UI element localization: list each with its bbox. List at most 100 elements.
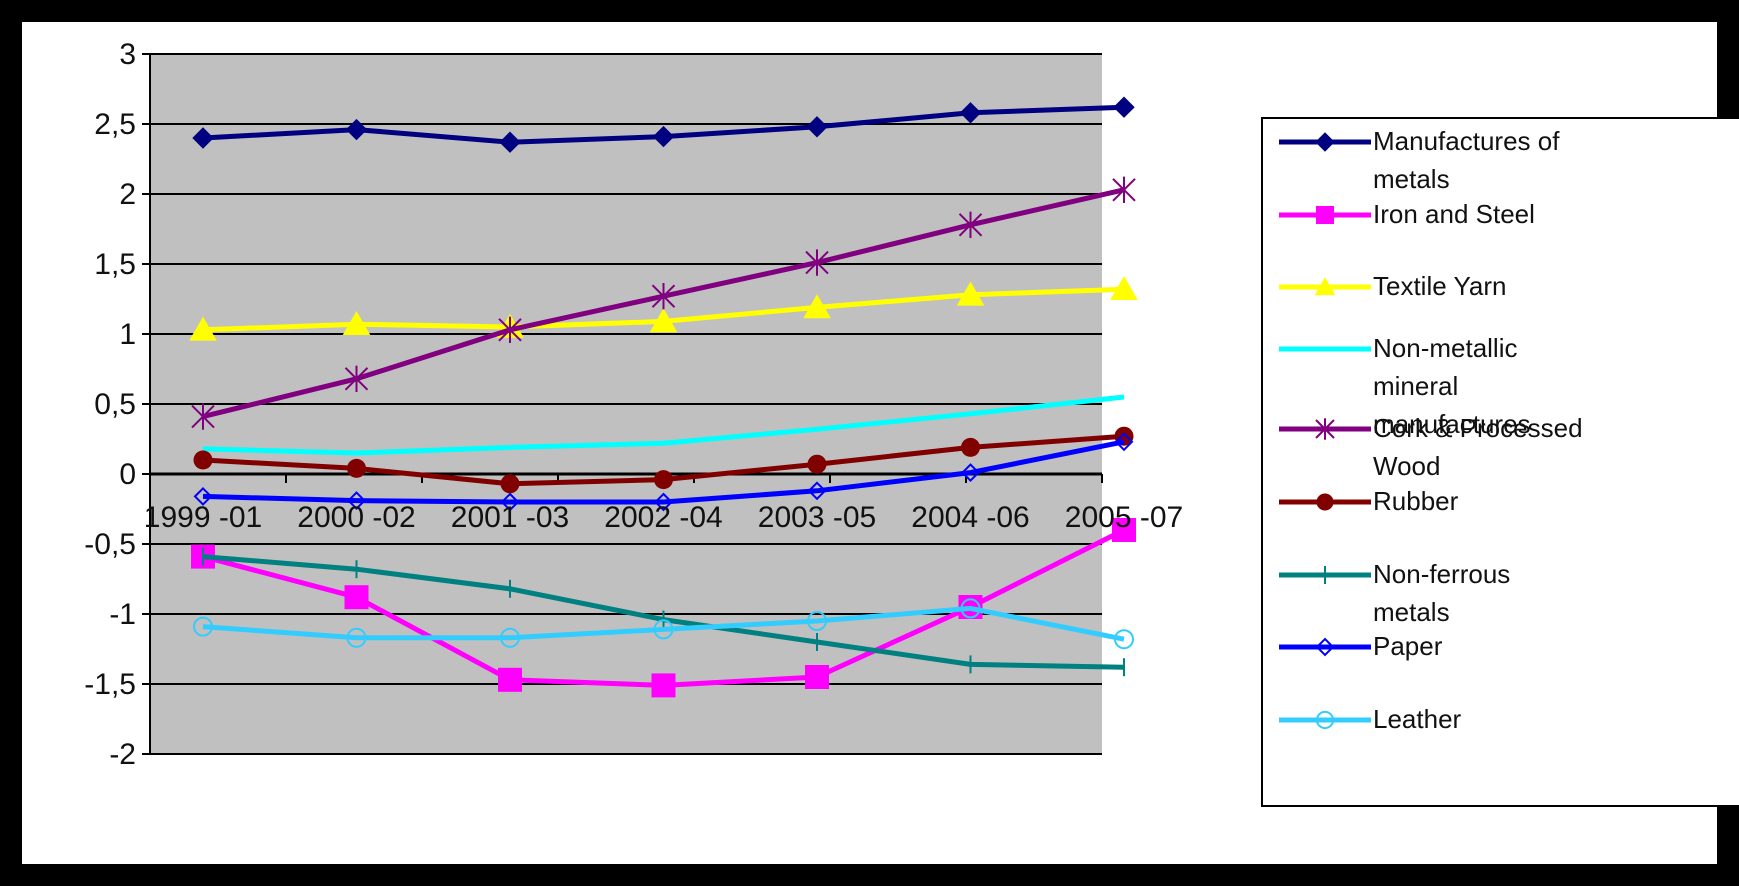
legend-item: Rubber [1263, 482, 1739, 522]
legend-swatch [1279, 277, 1371, 296]
data-point [344, 585, 369, 610]
legend-item: Non-metallic mineral manufactures [1263, 329, 1739, 439]
y-tick-label: 0,5 [94, 388, 136, 421]
series-paper [193, 432, 1134, 512]
legend-item: Paper [1263, 627, 1739, 667]
legend-item: Manufactures of metals [1263, 122, 1739, 194]
data-point [807, 454, 827, 474]
data-point [1110, 276, 1138, 300]
data-point [498, 667, 522, 692]
series-rubber [193, 426, 1134, 494]
data-point [652, 125, 675, 148]
data-point [653, 619, 674, 640]
series-non-metallic-mineral-manufactures [202, 394, 1125, 456]
legend-item: Textile Yarn [1263, 267, 1739, 307]
x-tick-label: 2004 -06 [911, 501, 1029, 534]
y-tick-label: 2,5 [94, 108, 136, 141]
data-point [805, 249, 829, 276]
data-point [1112, 176, 1136, 203]
data-point [1114, 432, 1134, 452]
data-point [193, 450, 213, 470]
legend-label: Leather [1373, 704, 1462, 734]
data-point [651, 283, 676, 310]
data-point [961, 463, 980, 483]
x-tick-label: 2003 -05 [758, 501, 876, 534]
data-point [654, 470, 673, 490]
data-point [649, 308, 678, 333]
legend-label: Iron and Steel [1373, 199, 1535, 229]
y-tick-label: -1,5 [84, 668, 136, 701]
data-point [1112, 518, 1136, 542]
data-point [805, 665, 829, 689]
data-point [958, 211, 983, 238]
y-tick-label: -2 [109, 738, 136, 771]
legend-swatch [1279, 637, 1371, 657]
data-point [499, 131, 521, 153]
line-chart: 3 2,5 2 1,5 1 0,5 0 -0,5 -1 -1,5 -2 1999 -01 2000 -0… [84, 38, 1183, 771]
legend-label: Textile Yarn [1373, 271, 1507, 301]
data-point [1315, 637, 1335, 657]
legend-item: Non-ferrous metals [1263, 555, 1739, 627]
x-tick-label: 2002 -04 [604, 501, 722, 534]
legend: Manufactures of metals Iron and Steel Text… [1261, 117, 1739, 807]
data-point [189, 316, 217, 341]
data-point [961, 437, 980, 457]
y-tick-label: 1,5 [94, 248, 136, 281]
legend-swatch [1279, 566, 1371, 584]
legend-swatch [1279, 493, 1371, 511]
legend-label: Rubber [1373, 486, 1459, 516]
legend-swatch [1279, 346, 1371, 352]
data-point [1113, 96, 1135, 118]
legend-item: Leather [1263, 700, 1739, 740]
x-tick-label: 2000 -02 [297, 501, 415, 534]
data-point [344, 365, 369, 392]
data-point [1315, 418, 1335, 440]
y-tick-label: 0 [119, 458, 136, 491]
legend-swatch [1279, 418, 1371, 440]
data-point [651, 673, 676, 698]
series-line [202, 439, 1125, 505]
data-point [959, 102, 982, 124]
data-point [346, 627, 367, 648]
x-tick-label: 2001 -03 [451, 501, 569, 534]
data-point [500, 474, 520, 494]
series-leather [193, 598, 1134, 650]
data-point [192, 127, 214, 149]
data-point [500, 492, 520, 512]
legend-label: Non-metallic mineral manufactures [1373, 333, 1531, 439]
y-tick-label: 1 [119, 318, 136, 351]
data-point [956, 281, 985, 306]
y-tick-label: -0,5 [84, 528, 136, 561]
legend-label: Cork & Processed Wood [1373, 413, 1583, 481]
y-tick-label: -1 [109, 598, 136, 631]
legend-item: Cork & Processed Wood [1263, 409, 1739, 481]
legend-swatch [1279, 206, 1371, 224]
y-tick-label: 2 [119, 178, 136, 211]
data-point [654, 492, 673, 512]
data-point [1315, 710, 1335, 730]
series-manufactures-of-metals [192, 96, 1135, 153]
legend-swatch [1279, 132, 1371, 152]
chart-frame: 3 2,5 2 1,5 1 0,5 0 -0,5 -1 -1,5 -2 1999 -01 2000 -0… [22, 22, 1739, 864]
x-tick-label: 1999 -01 [144, 501, 262, 534]
series-line [202, 394, 1125, 456]
legend-label: Manufactures of metals [1373, 126, 1560, 194]
data-point [342, 311, 371, 335]
y-tick-label: 3 [119, 38, 136, 71]
data-point [807, 611, 827, 631]
data-point [803, 294, 831, 319]
data-point [1314, 277, 1336, 296]
x-tick-label: 2005 -07 [1065, 501, 1183, 534]
data-point [193, 486, 213, 506]
data-point [1316, 493, 1334, 511]
series-cork-processed-wood [191, 176, 1136, 430]
data-point [1315, 132, 1335, 152]
data-point [345, 118, 368, 141]
series-line [202, 605, 1125, 642]
data-point [193, 616, 213, 637]
data-point [191, 403, 215, 430]
series-textile-yarn [189, 276, 1138, 341]
data-point [1316, 206, 1334, 224]
legend-label: Non-ferrous metals [1373, 559, 1511, 627]
data-point [347, 491, 366, 511]
